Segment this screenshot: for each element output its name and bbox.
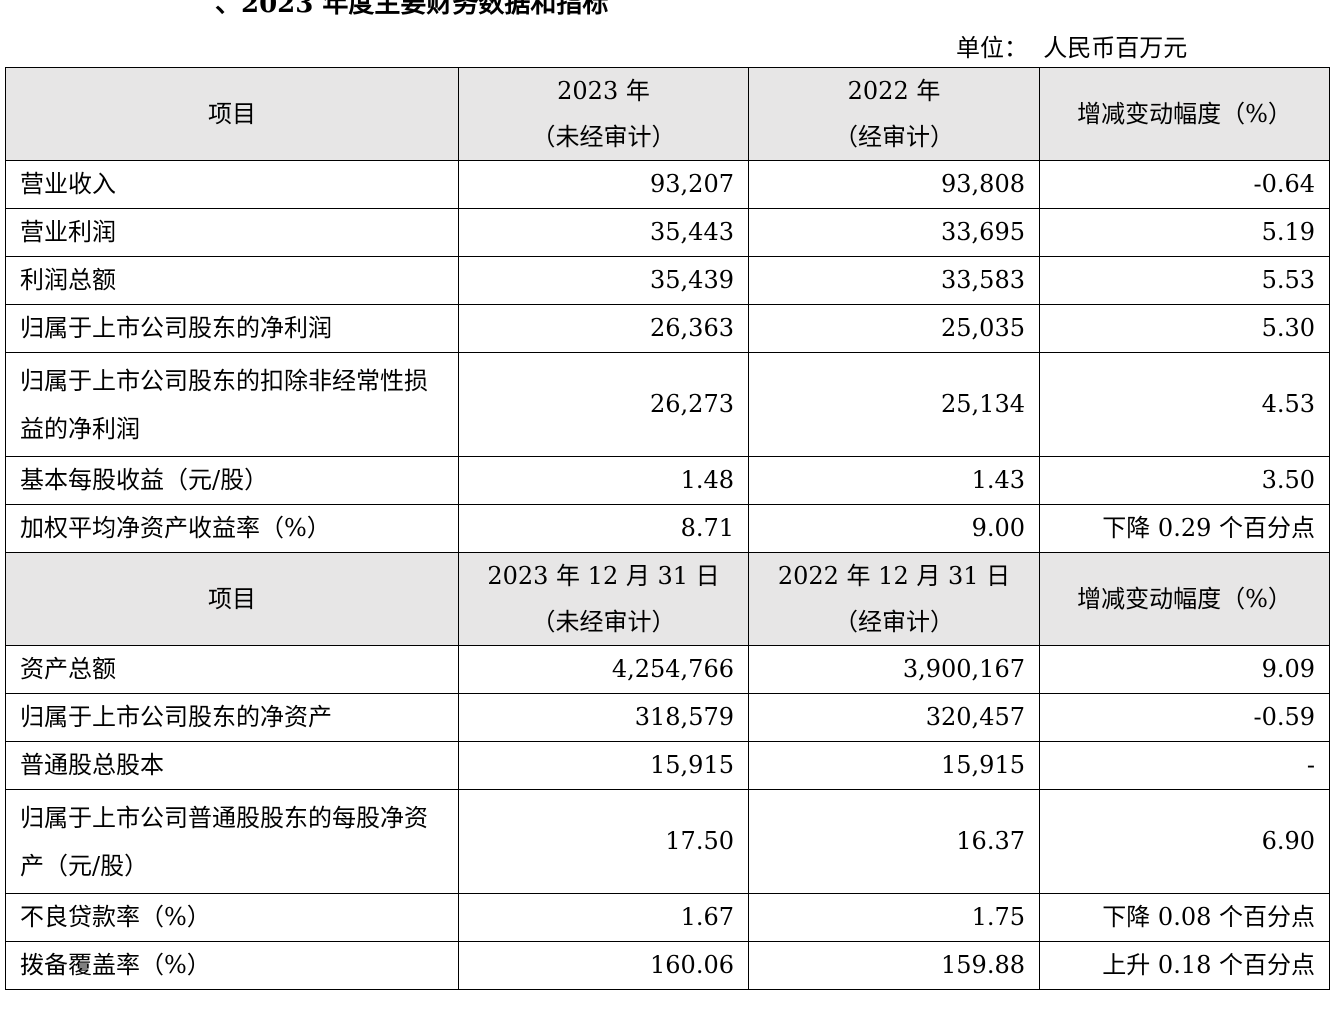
change-value: 下降 0.08 个百分点 [1039, 893, 1330, 942]
current-value: 160.06 [458, 941, 749, 990]
header-current: 2023 年 （未经审计） [458, 67, 749, 161]
row-label: 营业利润 [5, 208, 459, 257]
row-label: 归属于上市公司股东的净利润 [5, 304, 459, 353]
prior-value: 25,134 [748, 352, 1040, 457]
row-label: 归属于上市公司股东的净资产 [5, 693, 459, 742]
change-value: 9.09 [1039, 645, 1330, 694]
row-label: 营业收入 [5, 160, 459, 209]
table-row: 不良贷款率（%） 1.67 1.75 下降 0.08 个百分点 [5, 893, 1330, 942]
current-value: 15,915 [458, 741, 749, 790]
change-value: 上升 0.18 个百分点 [1039, 941, 1330, 990]
current-value: 8.71 [458, 504, 749, 553]
current-value: 26,273 [458, 352, 749, 457]
prior-value: 320,457 [748, 693, 1040, 742]
unit-label: 单位： 人民币百万元 [956, 28, 1187, 63]
current-value: 35,443 [458, 208, 749, 257]
prior-value: 9.00 [748, 504, 1040, 553]
change-value: 5.53 [1039, 256, 1330, 305]
prior-value: 1.75 [748, 893, 1040, 942]
table-row: 归属于上市公司股东的扣除非经常性损益的净利润 26,273 25,134 4.53 [5, 352, 1330, 457]
current-value: 26,363 [458, 304, 749, 353]
row-label: 拨备覆盖率（%） [5, 941, 459, 990]
header-text: 项目 [208, 585, 256, 613]
prior-value: 1.43 [748, 456, 1040, 505]
prior-value: 3,900,167 [748, 645, 1040, 694]
row-label: 加权平均净资产收益率（%） [5, 504, 459, 553]
change-value: 5.19 [1039, 208, 1330, 257]
header-text: （未经审计） [531, 608, 676, 636]
prior-value: 159.88 [748, 941, 1040, 990]
header-text: 2023 年 12 月 31 日 [487, 562, 720, 590]
row-label: 归属于上市公司股东的扣除非经常性损益的净利润 [5, 352, 459, 457]
table-row: 基本每股收益（元/股） 1.48 1.43 3.50 [5, 456, 1330, 505]
table-row: 普通股总股本 15,915 15,915- [5, 741, 1330, 790]
header-item: 项目 [5, 552, 459, 646]
table-row: 利润总额 35,439 33,583 5.53 [5, 256, 1330, 305]
change-value: - [1039, 741, 1330, 790]
header-change: 增减变动幅度（%） [1039, 552, 1330, 646]
current-value: 1.48 [458, 456, 749, 505]
current-value: 1.67 [458, 893, 749, 942]
prior-value: 25,035 [748, 304, 1040, 353]
change-value: 3.50 [1039, 456, 1330, 505]
unit-value: 人民币百万元 [1043, 34, 1188, 62]
row-label: 不良贷款率（%） [5, 893, 459, 942]
table-row: 拨备覆盖率（%） 160.06 159.88 上升 0.18 个百分点 [5, 941, 1330, 990]
header-text: 增减变动幅度（%） [1077, 100, 1292, 128]
prior-value: 33,695 [748, 208, 1040, 257]
header-prior: 2022 年 （经审计） [748, 67, 1040, 161]
financial-data-table: 项目 2023 年（未经审计） 2022 年（经审计） 增减变动幅度（%） 营业收入 93… [5, 67, 1330, 990]
change-value: -0.64 [1039, 160, 1330, 209]
row-label: 资产总额 [5, 645, 459, 694]
header-text: 2023 年 [557, 77, 650, 105]
section-title: 、2023 年度主要财务数据和指标 [215, 0, 609, 19]
current-value: 318,579 [458, 693, 749, 742]
prior-value: 16.37 [748, 789, 1040, 894]
current-value: 93,207 [458, 160, 749, 209]
header-text: 增减变动幅度（%） [1077, 585, 1292, 613]
prior-value: 15,915 [748, 741, 1040, 790]
prior-value: 33,583 [748, 256, 1040, 305]
header-text: （经审计） [834, 608, 954, 636]
table-row: 加权平均净资产收益率（%） 8.71 9.00 下降 0.29 个百分点 [5, 504, 1330, 553]
table-row: 资产总额 4,254,766 3,900,167 9.09 [5, 645, 1330, 694]
table-row: 归属于上市公司股东的净资产 318,579 320,457 -0.59 [5, 693, 1330, 742]
change-value: 4.53 [1039, 352, 1330, 457]
header-row: 项目 2023 年 （未经审计） 2022 年 （经审计） 增减变动幅度（%） [5, 67, 1330, 161]
header-current: 2023 年 12 月 31 日 （未经审计） [458, 552, 749, 646]
change-value: -0.59 [1039, 693, 1330, 742]
change-value: 6.90 [1039, 789, 1330, 894]
row-label: 归属于上市公司普通股股东的每股净资产（元/股） [5, 789, 459, 894]
row-label: 基本每股收益（元/股） [5, 456, 459, 505]
current-value: 4,254,766 [458, 645, 749, 694]
table-row: 营业收入 93,207 93,808 -0.64 [5, 160, 1330, 209]
header-text: （经审计） [834, 123, 954, 151]
unit-label-text: 单位： [956, 34, 1028, 62]
row-label: 利润总额 [5, 256, 459, 305]
header-prior: 2022 年 12 月 31 日 （经审计） [748, 552, 1040, 646]
change-value: 下降 0.29 个百分点 [1039, 504, 1330, 553]
header-text: 项目 [208, 100, 256, 128]
header-text: 2022 年 12 月 31 日 [777, 562, 1011, 590]
header-row: 项目 2023 年 12 月 31 日 （未经审计） 2022 年 12 月 31 日… [5, 552, 1330, 646]
change-value: 5.30 [1039, 304, 1330, 353]
current-value: 17.50 [458, 789, 749, 894]
header-item: 项目 [5, 67, 459, 161]
header-text: 2022 年 [847, 77, 941, 105]
prior-value: 93,808 [748, 160, 1040, 209]
row-label: 普通股总股本 [5, 741, 459, 790]
table-row: 归属于上市公司普通股股东的每股净资产（元/股） 17.50 16.37 6.90 [5, 789, 1330, 894]
current-value: 35,439 [458, 256, 749, 305]
header-change: 增减变动幅度（%） [1039, 67, 1330, 161]
table-row: 营业利润 35,443 33,695 5.19 [5, 208, 1330, 257]
table-row: 归属于上市公司股东的净利润 26,363 25,035 5.30 [5, 304, 1330, 353]
header-text: （未经审计） [531, 123, 676, 151]
